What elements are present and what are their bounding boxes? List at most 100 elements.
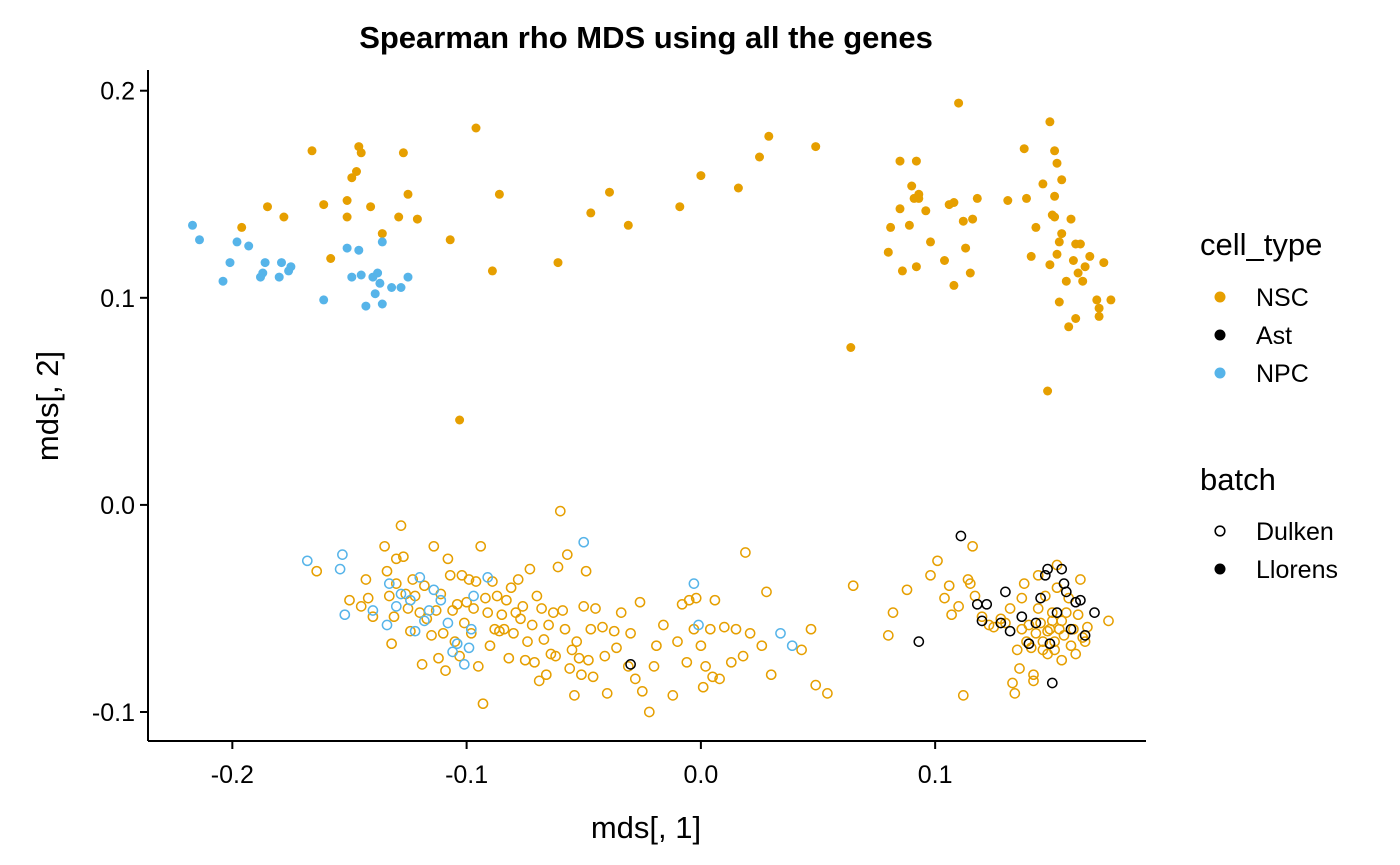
point-npc-dulken-27 bbox=[775, 627, 786, 639]
point-nsc-dulken-7 bbox=[381, 565, 393, 577]
legend-ast-key bbox=[1214, 329, 1226, 341]
point-nsc-llorens-20 bbox=[455, 415, 465, 425]
point-nsc-dulken-133 bbox=[796, 644, 807, 656]
point-nsc-dulken-47 bbox=[480, 592, 491, 604]
point-nsc-dulken-156 bbox=[1000, 617, 1011, 629]
point-npc-llorens-22 bbox=[375, 278, 385, 288]
x-tick-label: -0.2 bbox=[211, 761, 254, 789]
point-nsc-dulken-85 bbox=[569, 690, 580, 701]
point-nsc-dulken-13 bbox=[395, 520, 407, 531]
legend-batch-title: batch bbox=[1200, 462, 1276, 497]
point-nsc-llorens-27 bbox=[675, 202, 685, 212]
point-npc-llorens-17 bbox=[356, 270, 366, 280]
point-nsc-llorens-23 bbox=[553, 258, 563, 268]
point-nsc-dulken-127 bbox=[737, 650, 749, 662]
point-nsc-llorens-75 bbox=[1057, 175, 1067, 185]
point-nsc-dulken-96 bbox=[599, 650, 611, 662]
point-nsc-dulken-169 bbox=[1028, 675, 1039, 687]
point-nsc-dulken-10 bbox=[388, 611, 400, 623]
point-npc-llorens-15 bbox=[347, 272, 357, 282]
point-nsc-llorens-68 bbox=[1050, 146, 1060, 156]
point-nsc-dulken-73 bbox=[540, 669, 552, 681]
point-nsc-dulken-61 bbox=[512, 574, 524, 585]
point-npc-dulken-0 bbox=[301, 555, 313, 567]
point-npc-llorens-21 bbox=[373, 268, 383, 278]
point-ast-dulken-20 bbox=[1060, 586, 1072, 598]
point-npc-dulken-21 bbox=[465, 623, 477, 635]
point-nsc-llorens-92 bbox=[1106, 295, 1116, 305]
point-ast-dulken-3 bbox=[971, 598, 983, 610]
point-nsc-llorens-45 bbox=[914, 193, 924, 203]
point-nsc-dulken-22 bbox=[419, 580, 430, 592]
point-npc-llorens-25 bbox=[387, 283, 397, 292]
point-npc-dulken-8 bbox=[395, 588, 407, 600]
point-nsc-dulken-129 bbox=[744, 627, 756, 639]
point-npc-dulken-23 bbox=[482, 572, 494, 583]
point-nsc-llorens-6 bbox=[342, 196, 352, 205]
x-tick-label: 0.1 bbox=[918, 761, 953, 789]
point-nsc-llorens-73 bbox=[1054, 297, 1064, 307]
point-nsc-dulken-49 bbox=[484, 640, 496, 652]
point-npc-dulken-11 bbox=[414, 572, 426, 583]
point-npc-dulken-6 bbox=[383, 578, 395, 589]
point-nsc-llorens-86 bbox=[1080, 262, 1090, 272]
point-nsc-dulken-150 bbox=[967, 540, 978, 552]
point-nsc-dulken-134 bbox=[805, 623, 817, 635]
point-ast-dulken-6 bbox=[995, 617, 1007, 629]
point-nsc-dulken-198 bbox=[1079, 636, 1091, 647]
point-nsc-llorens-83 bbox=[1073, 268, 1083, 278]
point-nsc-dulken-174 bbox=[1037, 636, 1049, 647]
point-npc-llorens-16 bbox=[354, 245, 364, 255]
point-npc-dulken-19 bbox=[458, 659, 470, 670]
point-nsc-dulken-24 bbox=[426, 630, 437, 641]
point-ast-dulken-17 bbox=[1051, 607, 1063, 618]
point-nsc-llorens-78 bbox=[1064, 322, 1074, 332]
point-nsc-dulken-26 bbox=[430, 605, 442, 616]
point-nsc-dulken-63 bbox=[517, 601, 529, 612]
point-nsc-dulken-161 bbox=[1014, 663, 1025, 674]
point-nsc-llorens-84 bbox=[1075, 239, 1085, 249]
y-axis-ticks: 0.2 0.1 0.0 -0.1 bbox=[92, 78, 148, 727]
point-nsc-dulken-104 bbox=[634, 596, 646, 608]
point-nsc-dulken-27 bbox=[433, 652, 444, 664]
point-nsc-dulken-58 bbox=[505, 582, 517, 594]
point-nsc-llorens-58 bbox=[1003, 196, 1013, 205]
point-npc-dulken-24 bbox=[578, 536, 590, 548]
point-ast-dulken-10 bbox=[1023, 638, 1035, 650]
point-nsc-dulken-121 bbox=[707, 671, 718, 683]
point-npc-dulken-2 bbox=[337, 549, 348, 560]
point-nsc-llorens-47 bbox=[926, 237, 935, 247]
point-npc-dulken-1 bbox=[334, 563, 346, 575]
point-nsc-dulken-194 bbox=[1070, 648, 1082, 660]
point-nsc-dulken-189 bbox=[1058, 630, 1070, 641]
point-nsc-dulken-172 bbox=[1032, 603, 1044, 614]
point-npc-dulken-16 bbox=[442, 617, 454, 629]
point-nsc-llorens-4 bbox=[319, 200, 329, 210]
point-nsc-dulken-78 bbox=[552, 561, 564, 573]
point-nsc-dulken-40 bbox=[463, 574, 475, 585]
point-nsc-llorens-79 bbox=[1066, 214, 1076, 224]
point-nsc-llorens-13 bbox=[377, 229, 387, 239]
point-nsc-llorens-76 bbox=[1057, 229, 1067, 239]
point-nsc-dulken-168 bbox=[1028, 669, 1039, 681]
point-nsc-dulken-101 bbox=[622, 661, 634, 672]
point-nsc-llorens-28 bbox=[696, 171, 706, 181]
point-nsc-llorens-59 bbox=[1019, 144, 1029, 154]
point-nsc-llorens-0 bbox=[237, 222, 247, 232]
point-nsc-dulken-132 bbox=[765, 669, 777, 681]
point-nsc-dulken-190 bbox=[1060, 607, 1072, 618]
point-nsc-dulken-31 bbox=[442, 553, 454, 565]
point-nsc-dulken-72 bbox=[538, 634, 550, 645]
point-nsc-llorens-65 bbox=[1045, 117, 1055, 127]
point-nsc-dulken-141 bbox=[925, 569, 936, 581]
legend-ast-label: Ast bbox=[1256, 322, 1292, 350]
point-nsc-dulken-177 bbox=[1042, 625, 1053, 637]
point-nsc-dulken-91 bbox=[583, 654, 594, 666]
point-npc-dulken-5 bbox=[381, 619, 393, 631]
point-nsc-dulken-76 bbox=[547, 607, 559, 618]
point-nsc-llorens-72 bbox=[1052, 158, 1062, 168]
point-nsc-dulken-33 bbox=[447, 605, 458, 616]
legend-dulken-key bbox=[1214, 525, 1226, 537]
point-nsc-llorens-37 bbox=[895, 204, 905, 214]
point-nsc-dulken-139 bbox=[887, 607, 899, 618]
